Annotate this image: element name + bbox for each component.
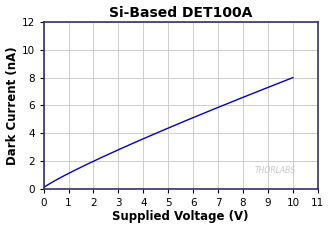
Y-axis label: Dark Current (nA): Dark Current (nA) xyxy=(6,46,18,165)
Text: THORLABS: THORLABS xyxy=(255,166,296,175)
X-axis label: Supplied Voltage (V): Supplied Voltage (V) xyxy=(113,210,249,224)
Title: Si-Based DET100A: Si-Based DET100A xyxy=(109,5,252,19)
